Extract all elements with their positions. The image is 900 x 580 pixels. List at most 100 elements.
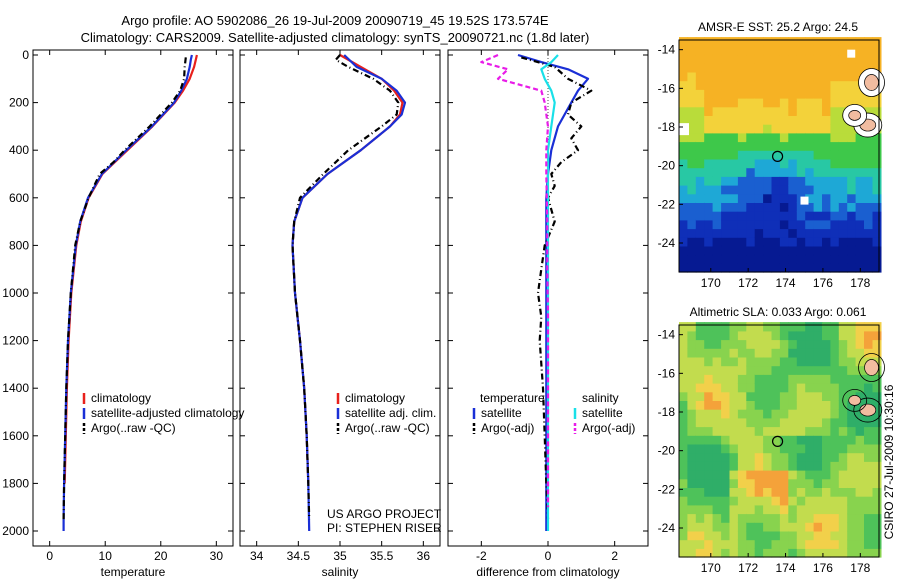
sla-map-cell <box>805 513 815 523</box>
sla-map-cell <box>746 530 756 541</box>
sst-map-cell <box>788 45 798 56</box>
sla-map-cell <box>763 383 773 393</box>
sla-map-cell <box>729 348 739 358</box>
sla-map-cell <box>737 348 747 358</box>
sla-map-cell <box>746 356 756 367</box>
sla-map-cell <box>712 487 722 497</box>
sla-map-cell <box>838 461 848 471</box>
sla-map-cell <box>838 496 848 506</box>
sla-map-cell <box>687 356 697 367</box>
sst-map-cell <box>704 263 714 273</box>
sla-map-cell <box>830 522 840 532</box>
sla-map-cell <box>796 470 806 480</box>
sla-map-cell <box>796 461 806 471</box>
sst-map-cell <box>695 37 705 47</box>
sla-map-cell <box>754 400 764 410</box>
sst-map-cell <box>763 45 773 56</box>
sst-map-cell <box>737 167 747 177</box>
sst-map-cell <box>679 89 688 99</box>
sst-map-cell <box>712 45 722 56</box>
sst-map-cell <box>864 98 873 108</box>
sst-map-cell <box>763 106 773 116</box>
sst-map-cell <box>779 89 789 99</box>
sla-map-cell <box>729 443 739 454</box>
sst-map-cell <box>687 254 697 264</box>
sla-map-cell <box>729 365 739 375</box>
sst-map-cell <box>746 89 756 99</box>
sla-map-cell <box>704 443 714 454</box>
sla-map-cell <box>737 539 747 549</box>
sst-map-cell <box>838 132 848 143</box>
sst-map-ytick-label: -24 <box>658 236 676 250</box>
sst-map-cell <box>872 54 882 64</box>
sla-map-cell <box>855 322 865 332</box>
sla-map-cell <box>779 548 789 558</box>
sst-map-cell <box>687 185 697 195</box>
sst-map-cell <box>737 263 747 273</box>
sla-map-cell <box>679 417 688 428</box>
sst-map-cell <box>779 245 789 256</box>
sla-map-cell <box>847 383 857 393</box>
sst-map-cell <box>704 45 714 56</box>
sst-map-cell <box>721 237 731 247</box>
sst-map-cell <box>813 89 823 99</box>
sst-map-cell <box>855 63 865 73</box>
sla-map-cell <box>847 426 857 436</box>
sst-map-cell <box>729 71 739 82</box>
sla-map-cell <box>830 356 840 367</box>
sla-map-cell <box>746 374 756 384</box>
sla-map-cell <box>805 530 815 541</box>
sla-map-cell <box>737 356 747 367</box>
sst-map-cell <box>796 141 806 151</box>
sst-map-cell <box>796 132 806 143</box>
sst-map-cell <box>813 263 823 273</box>
profile-panel-temperature: 0 10 20 30 temperature 0 200 400 600 800 1000 1200 1… <box>2 48 234 579</box>
sla-map-cell <box>872 461 882 471</box>
sst-map-cell <box>704 71 714 82</box>
sst-map-cell <box>805 89 815 99</box>
sla-map-ytick-label: -24 <box>658 521 676 535</box>
sst-map-cell <box>813 211 823 221</box>
sla-map-cell <box>695 478 705 488</box>
sla-map-cell <box>679 470 688 480</box>
sla-map-cell <box>763 470 773 480</box>
sla-map-xtick-label: 174 <box>776 561 796 575</box>
sla-map-cell <box>712 478 722 488</box>
sla-map-cell <box>805 435 815 445</box>
sla-map-cell <box>805 339 815 349</box>
sst-map-cell <box>771 98 781 108</box>
sst-map-cell <box>737 45 747 56</box>
sla-map-cell <box>788 409 798 419</box>
sst-map-cell <box>822 37 831 47</box>
sla-map-cell <box>712 417 722 428</box>
sla-map-cell <box>721 339 731 349</box>
sla-map-cell <box>763 348 773 358</box>
sla-map-cell <box>872 409 882 419</box>
sst-map-cell <box>788 167 798 177</box>
sst-map-cell <box>704 158 714 169</box>
sla-map-cell <box>679 478 688 488</box>
sla-map-land <box>859 403 877 417</box>
sla-map-cell <box>687 452 697 462</box>
sst-map-cell <box>679 167 688 177</box>
sst-map-cell <box>746 185 756 195</box>
sst-map-cell <box>704 106 714 116</box>
sla-map-cell <box>788 383 798 393</box>
sla-map-cell <box>805 383 815 393</box>
sst-map-cell <box>729 237 739 247</box>
sst-map-xtick-label: 178 <box>850 276 870 290</box>
sla-map-cell <box>737 487 747 497</box>
sla-map-cell <box>763 461 773 471</box>
sst-map-cell <box>838 71 848 82</box>
sla-map-cell <box>729 461 739 471</box>
sst-map-cell <box>779 45 789 56</box>
sst-map-cell <box>796 211 806 221</box>
sla-map-cell <box>838 548 848 558</box>
sst-map-cell <box>771 211 781 221</box>
sst-map-cell <box>771 219 781 230</box>
sla-map-cell <box>796 400 806 410</box>
sla-map-cell <box>679 426 688 436</box>
sst-map-cell <box>779 115 789 125</box>
sst-map-cell <box>737 80 747 90</box>
sla-map-cell <box>771 365 781 375</box>
